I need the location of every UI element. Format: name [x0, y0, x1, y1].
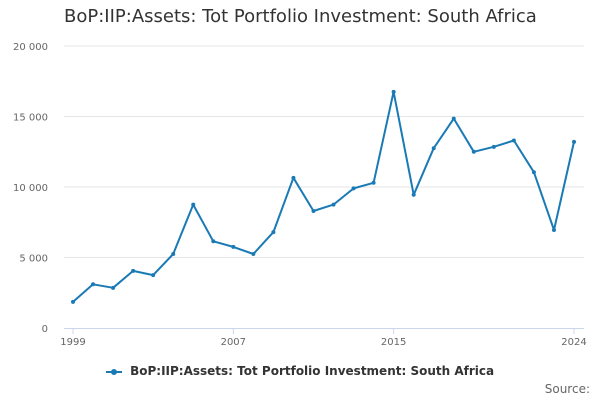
data-point [211, 239, 216, 244]
x-tick-label: 2015 [381, 337, 406, 348]
y-tick-label: 15 000 [13, 113, 48, 124]
y-tick-label: 5 000 [19, 254, 48, 265]
series-group [71, 89, 576, 304]
data-point [551, 228, 556, 233]
data-point [572, 139, 576, 144]
y-tick-label: 0 [42, 324, 48, 335]
x-axis-labels: 1999 2007 2015 2024 [60, 337, 586, 348]
data-point [251, 251, 256, 256]
legend-label: BoP:IIP:Assets: Tot Portfolio Investment… [130, 364, 495, 378]
data-point [71, 299, 75, 304]
y-tick-label: 20 000 [13, 42, 48, 53]
data-point [91, 282, 96, 287]
data-point [151, 273, 156, 278]
data-point [271, 230, 276, 235]
y-axis: 0 5 000 10 000 15 000 20 000 [13, 42, 48, 335]
data-point [311, 208, 316, 213]
data-point [431, 146, 436, 151]
x-tick-label: 2007 [221, 337, 246, 348]
legend-marker-icon [105, 367, 122, 377]
data-point [511, 138, 516, 143]
data-point [291, 175, 296, 180]
data-point [491, 144, 496, 149]
data-point [191, 202, 196, 207]
data-point [411, 192, 416, 197]
x-tick-label: 2024 [561, 337, 586, 348]
legend[interactable]: BoP:IIP:Assets: Tot Portfolio Investment… [0, 364, 600, 378]
series-line [72, 90, 575, 303]
chart-title: BoP:IIP:Assets: Tot Portfolio Investment… [64, 6, 537, 27]
data-point [111, 285, 116, 290]
data-point [331, 202, 336, 207]
x-axis [64, 328, 584, 334]
data-point [171, 251, 176, 256]
x-tick-label: 1999 [60, 337, 85, 348]
source-label: Source: [544, 382, 590, 396]
data-point [391, 89, 396, 94]
data-point [231, 244, 236, 249]
data-point [371, 180, 376, 185]
data-point [131, 268, 136, 273]
data-point [451, 116, 456, 121]
grid-lines [64, 45, 584, 258]
y-tick-label: 10 000 [13, 183, 48, 194]
data-point [531, 170, 536, 175]
data-point [351, 186, 356, 191]
data-point [471, 149, 476, 154]
